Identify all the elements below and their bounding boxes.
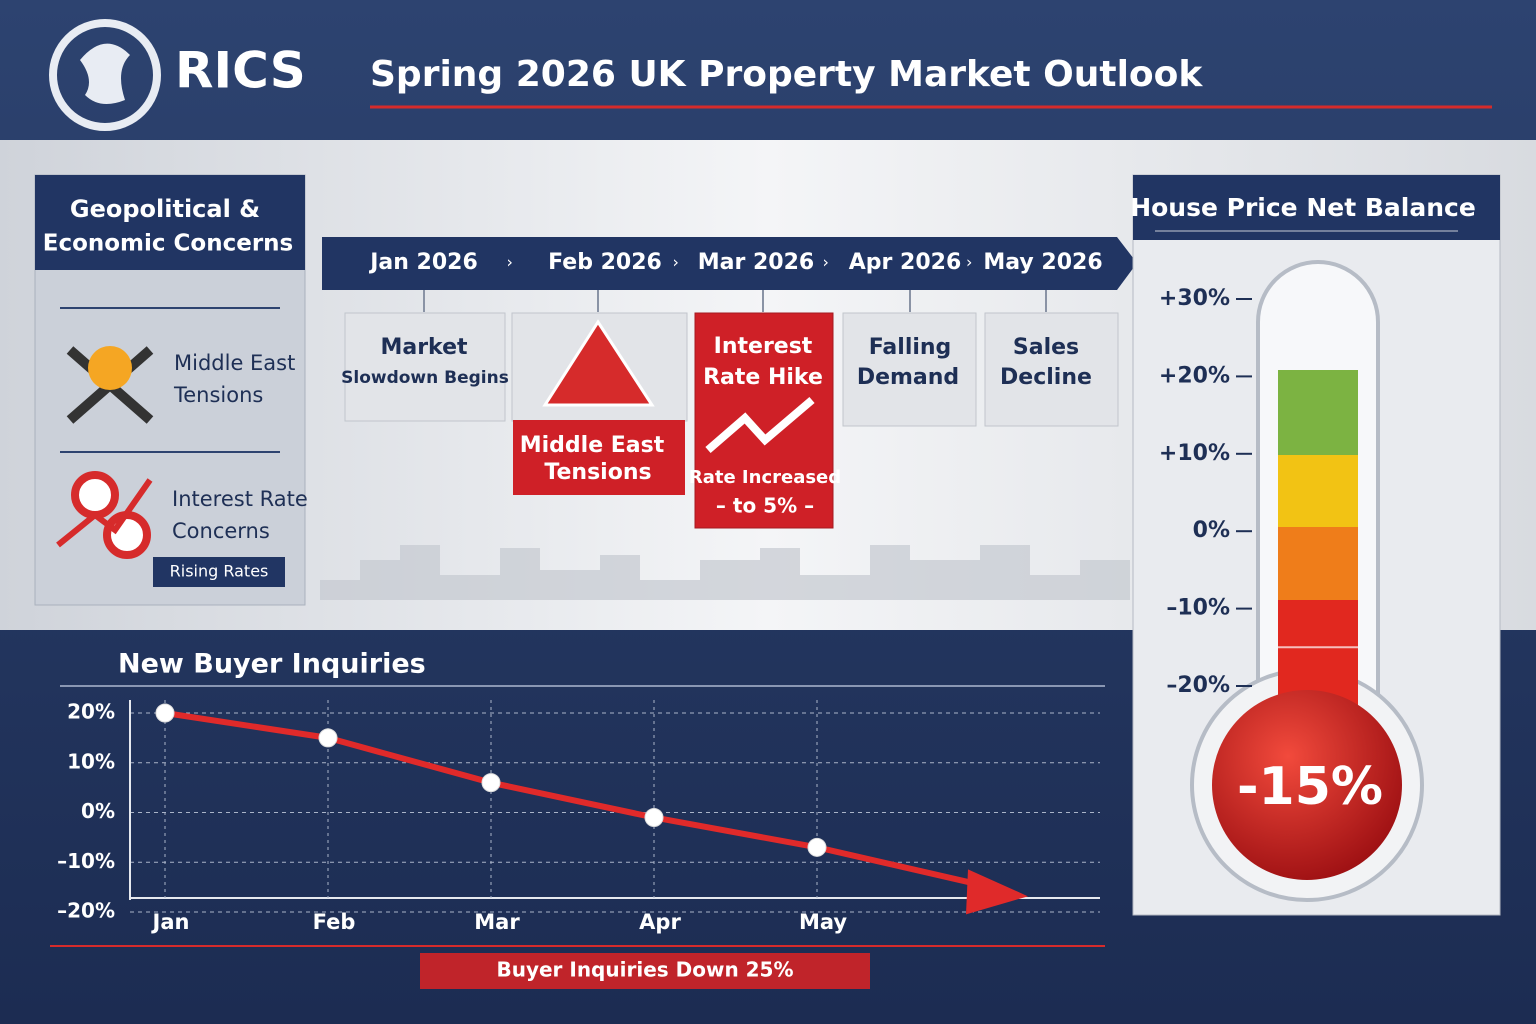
card-text: Rate Increased xyxy=(689,467,841,488)
sidebar-title: Geopolitical & xyxy=(70,195,260,223)
card xyxy=(984,312,1119,427)
x-tick-label: Apr xyxy=(639,910,681,934)
y-tick-label: +30% xyxy=(1159,286,1230,311)
point xyxy=(318,728,338,748)
rate-arrow xyxy=(705,396,815,454)
y-tick-label: –20% xyxy=(1166,673,1230,698)
thermo-band xyxy=(1278,455,1358,527)
warning-icon xyxy=(542,319,655,407)
point xyxy=(155,703,175,723)
sidebar-header xyxy=(35,175,305,270)
y-tick-label: –10% xyxy=(1166,596,1230,621)
annotation-box xyxy=(420,953,870,989)
timeline-month: Apr 2026 xyxy=(849,250,962,275)
x-tick-label: Feb xyxy=(313,910,356,934)
timeline-month: Jan 2026 xyxy=(368,250,478,275)
sidebar-item: Concerns xyxy=(172,519,270,543)
card-text: Sales xyxy=(1013,335,1079,360)
y-tick-label: 0% xyxy=(81,799,115,823)
annotation: Buyer Inquiries Down 25% xyxy=(496,958,793,982)
logo-text: RICS xyxy=(175,42,306,100)
thermo-header xyxy=(1133,175,1500,240)
timeline-sep: › xyxy=(823,253,829,272)
timeline-month: May 2026 xyxy=(983,250,1102,275)
x-tick-label: Mar xyxy=(474,910,520,934)
timeline-sep: › xyxy=(966,253,972,272)
card-text: Interest xyxy=(714,334,813,359)
card-text: Falling xyxy=(869,335,952,360)
header-title: Spring 2026 UK Property Market Outlook xyxy=(370,54,1203,95)
timeline-sep: › xyxy=(673,253,679,272)
percent-icon xyxy=(71,471,119,519)
rising-arrow xyxy=(56,478,153,548)
card-text: Slowdown Begins xyxy=(341,368,509,388)
sidebar-item: Interest Rate xyxy=(172,487,308,511)
card-text: Market xyxy=(380,335,468,360)
timeline-month: Feb 2026 xyxy=(548,250,662,275)
timeline-bar xyxy=(322,237,1137,290)
card-text: – to 5% – xyxy=(716,494,814,518)
x-tick-label: May xyxy=(799,910,847,934)
y-tick-label: 0% xyxy=(1193,518,1230,543)
y-tick-label: –10% xyxy=(57,849,115,873)
point xyxy=(644,807,664,827)
tag-text: Rising Rates xyxy=(170,562,269,581)
tag xyxy=(153,557,285,587)
timeline-sep: › xyxy=(507,253,513,272)
sidebar-item: Middle East xyxy=(174,351,295,375)
thermo-value: -15% xyxy=(1237,757,1383,817)
trend-arrowhead xyxy=(966,869,1028,915)
point xyxy=(481,773,501,793)
card-text: Tensions xyxy=(544,460,651,485)
chart-title: New Buyer Inquiries xyxy=(118,649,426,680)
thermo-band xyxy=(1278,370,1358,455)
y-tick-label: +20% xyxy=(1159,363,1230,388)
card-text: Decline xyxy=(1000,365,1092,390)
explosion-icon xyxy=(88,346,132,390)
chart-title: House Price Net Balance xyxy=(1130,193,1476,222)
point xyxy=(807,837,827,857)
y-tick-label: –20% xyxy=(57,899,115,923)
card-text: Rate Hike xyxy=(703,365,823,390)
card xyxy=(842,312,977,427)
logo-emblem xyxy=(49,19,161,131)
sidebar-item: Tensions xyxy=(173,383,263,407)
timeline-month: Mar 2026 xyxy=(698,250,814,275)
card-red xyxy=(694,312,834,529)
y-tick-label: +10% xyxy=(1159,441,1230,466)
y-tick-label: 10% xyxy=(67,749,115,773)
percent-icon xyxy=(103,511,151,559)
card-text: Middle East xyxy=(520,433,665,458)
skyline xyxy=(320,545,1130,600)
thermo-band xyxy=(1278,527,1358,600)
card-text: Demand xyxy=(857,365,959,390)
card xyxy=(344,312,506,422)
thermo-bulb xyxy=(1212,690,1402,880)
logo-lion xyxy=(80,43,130,104)
sidebar-title: Economic Concerns xyxy=(43,231,294,257)
x-tick-label: Jan xyxy=(151,910,190,934)
y-tick-label: 20% xyxy=(67,700,115,724)
card-red xyxy=(513,420,685,495)
